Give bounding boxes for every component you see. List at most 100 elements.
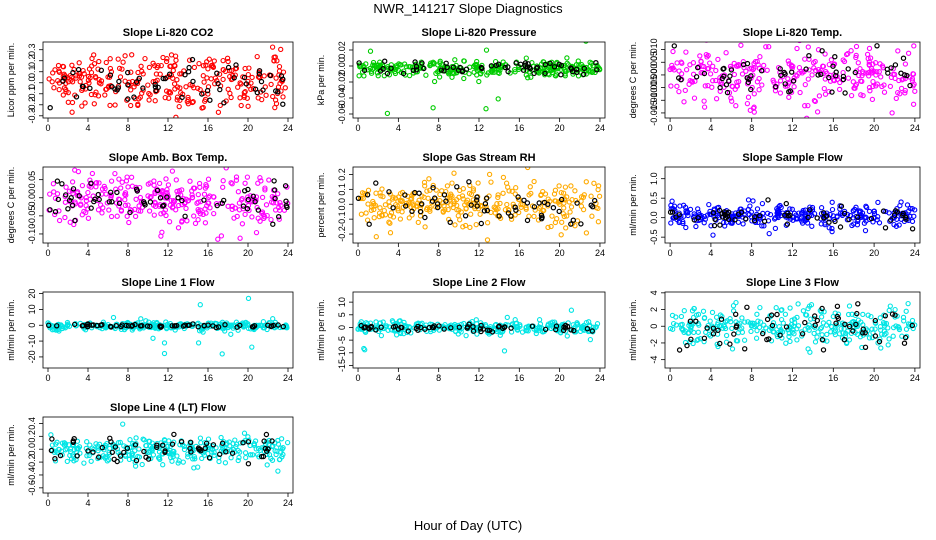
data-point	[736, 78, 742, 85]
data-point	[245, 194, 251, 200]
data-point	[802, 56, 808, 62]
y-tick-label: 4	[649, 290, 659, 295]
data-point	[187, 178, 193, 184]
data-point	[282, 85, 288, 91]
data-point	[171, 62, 178, 68]
data-point	[759, 200, 766, 207]
data-point	[122, 202, 129, 209]
data-point	[146, 90, 152, 97]
data-point	[52, 67, 58, 73]
y-tick-label: -0.05	[27, 206, 37, 227]
reference-point	[743, 216, 749, 222]
data-point	[69, 179, 76, 185]
reference-point	[720, 66, 726, 72]
data-point	[826, 225, 832, 231]
data-point	[263, 202, 270, 208]
reference-point	[812, 322, 818, 328]
data-point	[195, 191, 201, 198]
data-point	[124, 213, 130, 219]
data-point	[551, 191, 558, 197]
data-point	[674, 60, 680, 66]
reference-point	[485, 327, 491, 333]
x-tick-label: 0	[356, 248, 361, 258]
data-point	[190, 99, 196, 105]
data-point	[541, 207, 547, 214]
data-point	[897, 202, 903, 209]
reference-point	[70, 69, 76, 76]
data-point	[370, 62, 376, 68]
reference-point	[464, 324, 471, 330]
data-point	[360, 195, 366, 202]
reference-point	[891, 212, 898, 218]
data-point	[863, 204, 870, 211]
data-point	[120, 59, 126, 65]
data-point	[818, 324, 825, 331]
reference-point	[111, 456, 117, 462]
reference-point	[47, 207, 53, 213]
reference-point	[673, 214, 679, 220]
data-point	[886, 336, 892, 342]
data-point	[595, 183, 602, 189]
data-point	[60, 63, 66, 70]
y-tick-label: 0.010	[649, 38, 659, 61]
data-point	[184, 218, 190, 224]
reference-point	[195, 324, 201, 330]
data-point	[747, 320, 754, 326]
reference-point	[124, 69, 131, 76]
data-point	[117, 439, 123, 446]
data-point	[92, 73, 99, 80]
data-point	[805, 44, 811, 50]
reference-point	[478, 220, 484, 227]
x-tick-label: 0	[45, 498, 50, 508]
data-point	[284, 184, 290, 190]
data-point	[536, 70, 542, 76]
data-point	[191, 185, 198, 191]
reference-point	[249, 324, 256, 330]
reference-point	[479, 65, 485, 72]
data-point	[829, 324, 835, 330]
data-point	[461, 320, 467, 327]
reference-point	[116, 78, 122, 85]
data-point	[741, 337, 748, 343]
data-point	[406, 72, 413, 79]
data-point	[55, 62, 62, 69]
data-point	[708, 223, 714, 229]
data-point	[106, 207, 112, 213]
panel-title: Slope Sample Flow	[742, 152, 843, 164]
data-point	[78, 74, 85, 80]
data-point	[174, 97, 180, 103]
reference-point	[568, 327, 574, 333]
reference-point	[190, 78, 196, 85]
data-point	[145, 82, 151, 88]
reference-point	[505, 64, 511, 70]
data-point	[871, 211, 878, 217]
data-point	[436, 68, 442, 75]
reference-point	[448, 325, 454, 331]
data-point	[357, 195, 364, 201]
data-point	[220, 184, 226, 190]
data-point	[866, 208, 873, 215]
reference-point	[888, 217, 894, 223]
y-tick-label: 0.1	[27, 65, 37, 78]
data-point	[895, 48, 901, 54]
data-point	[886, 307, 892, 314]
y-tick-label: -0.1	[337, 211, 347, 227]
data-point	[424, 188, 430, 194]
data-point	[754, 311, 760, 317]
reference-point	[815, 72, 821, 78]
data-point	[468, 211, 474, 217]
reference-point	[590, 203, 596, 210]
x-tick-label: 12	[163, 248, 173, 258]
data-point	[225, 58, 231, 65]
reference-point	[474, 194, 480, 200]
data-point	[865, 312, 871, 318]
y-tick-label: 20	[27, 289, 37, 299]
data-point	[745, 319, 751, 325]
data-point	[754, 79, 761, 85]
data-point	[871, 208, 878, 214]
data-point	[844, 211, 851, 218]
data-point	[148, 194, 154, 200]
data-point	[146, 208, 153, 214]
data-point	[449, 180, 455, 186]
